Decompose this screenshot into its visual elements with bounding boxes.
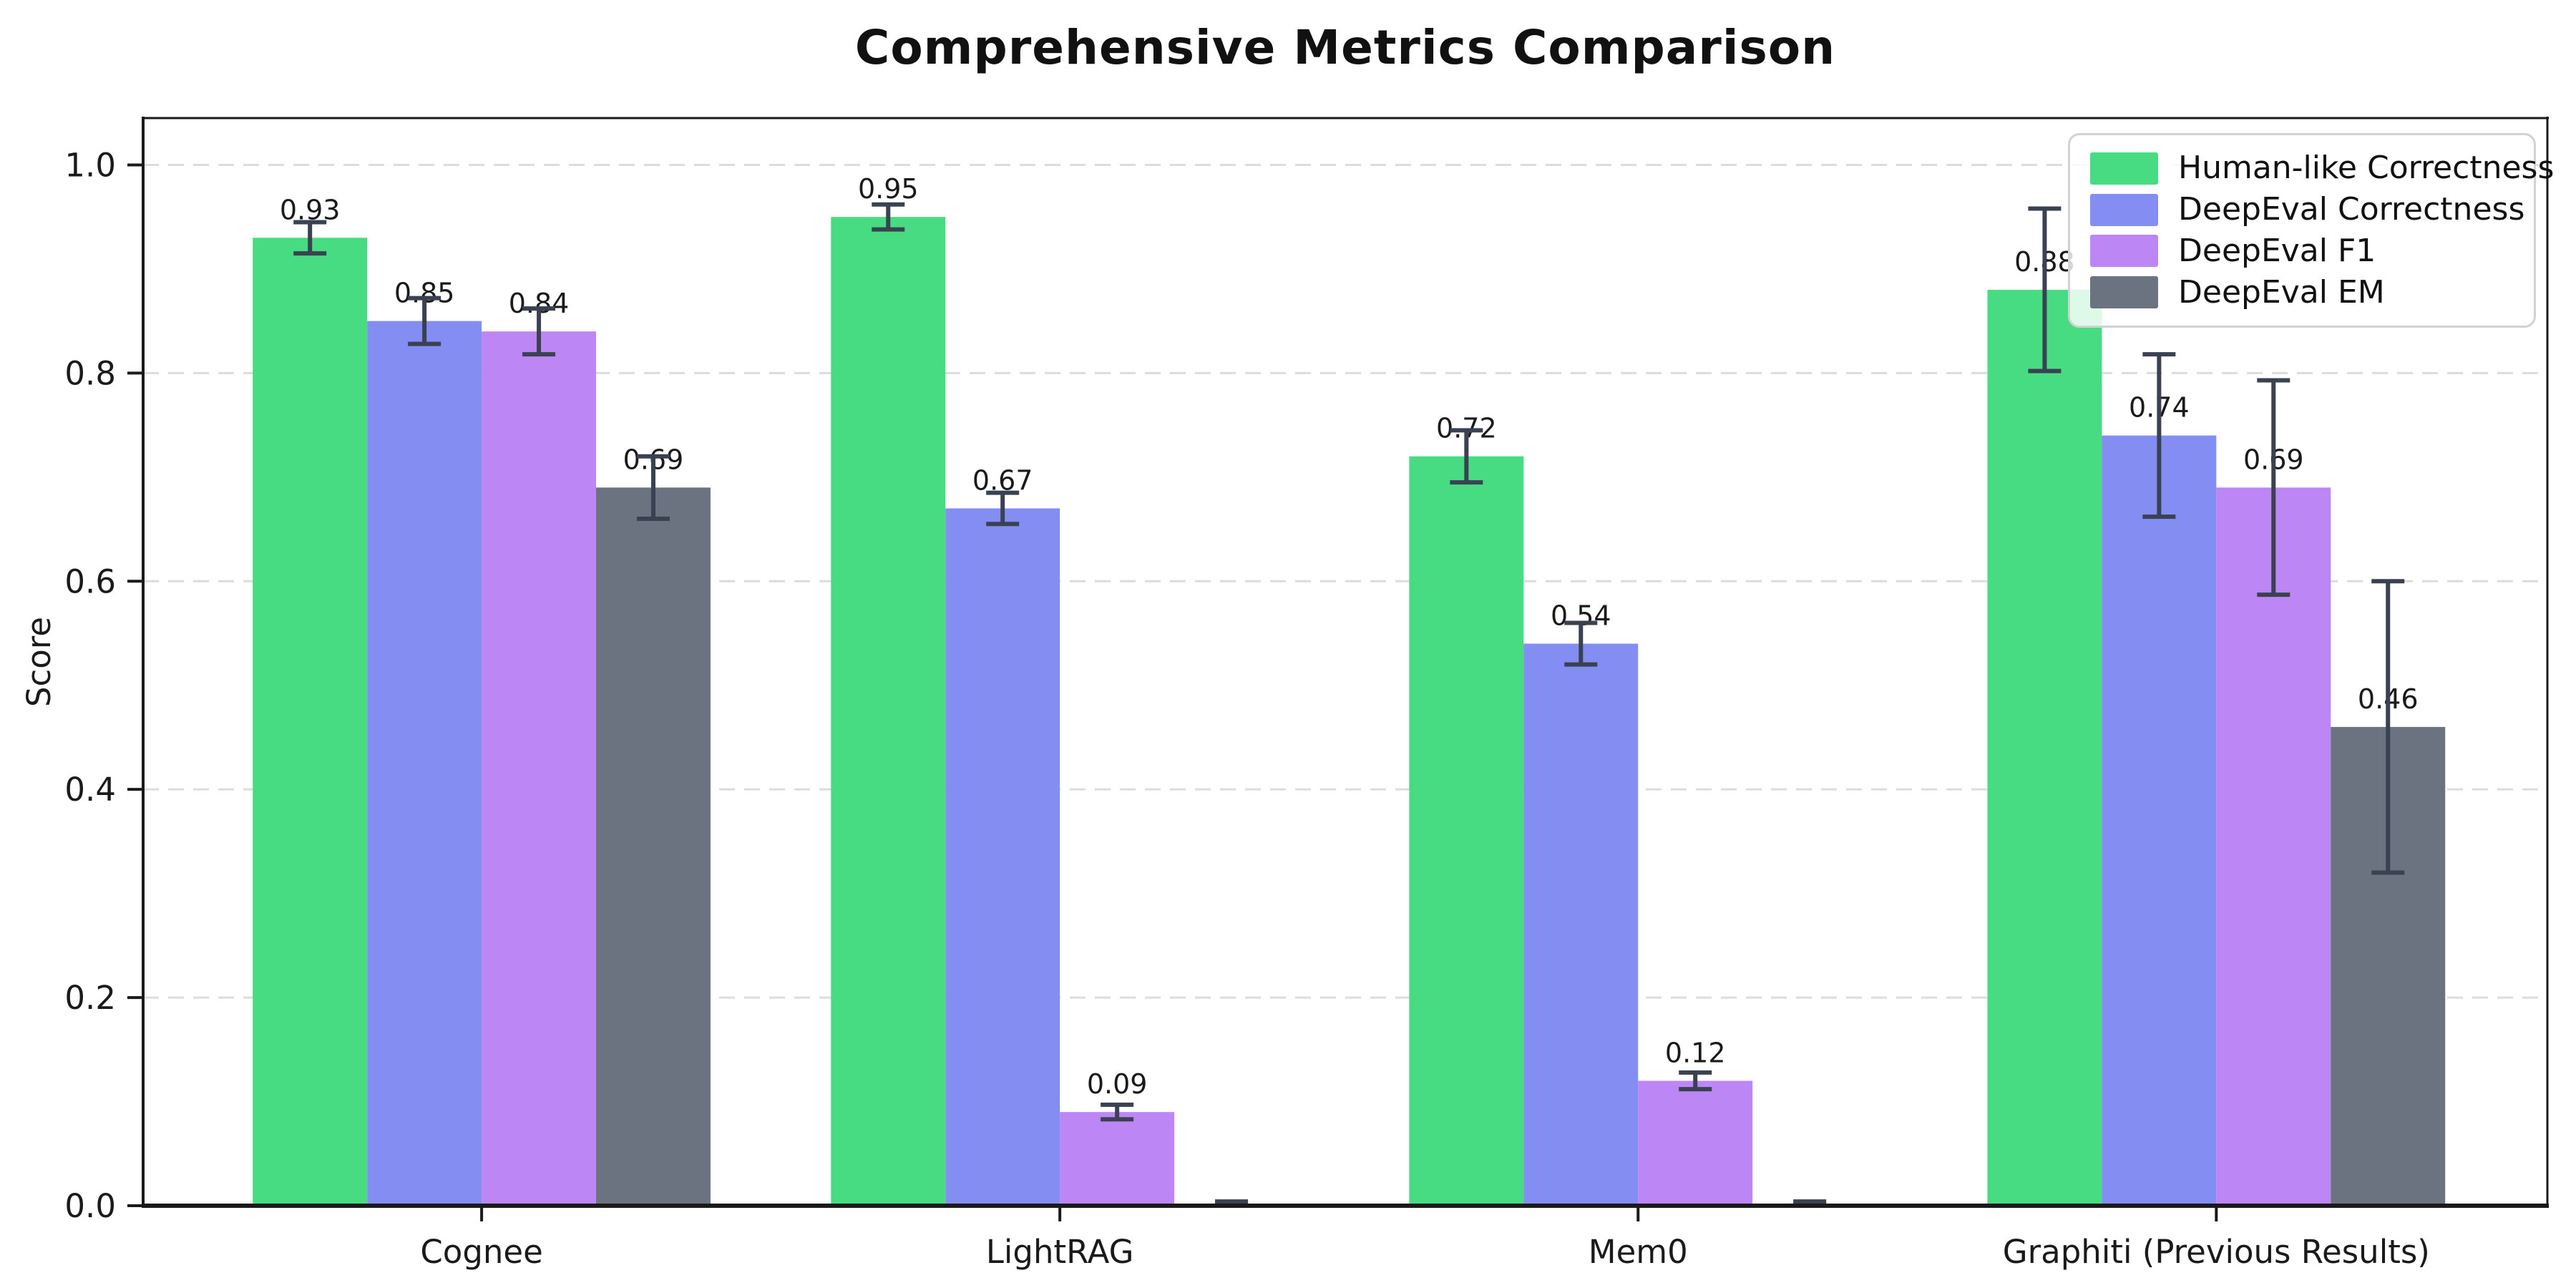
x-tick-label: LightRAG	[986, 1233, 1134, 1271]
legend-row: Human-like Correctness	[2090, 150, 2554, 185]
bar-value-label: 0.12	[1665, 1037, 1726, 1068]
bar-value-label: 0.09	[1087, 1068, 1148, 1100]
bar-deepeval-em-cognee	[596, 487, 711, 1206]
bar-human-like-correctness-lightrag	[831, 217, 946, 1206]
legend: Human-like Correctness DeepEval Correctne…	[2068, 133, 2554, 328]
x-tick-label: Mem0	[1589, 1233, 1688, 1271]
legend-row: DeepEval Correctness	[2090, 192, 2524, 227]
legend-swatch-deepeval-em	[2090, 276, 2158, 309]
y-axis-label: Score	[20, 617, 58, 707]
y-tick-label: 0.8	[64, 354, 116, 392]
y-tick-label: 0.0	[64, 1187, 116, 1225]
y-tick-label: 0.2	[64, 979, 116, 1017]
x-tick-label: Graphiti (Previous Results)	[2003, 1233, 2430, 1271]
legend-swatch-deepeval-correctness	[2090, 193, 2158, 226]
legend-row: DeepEval EM	[2090, 275, 2514, 310]
bar-deepeval-f1-lightrag	[1060, 1112, 1175, 1206]
bar-deepeval-correctness-mem0	[1523, 643, 1639, 1206]
y-tick-label: 0.6	[64, 562, 116, 600]
bar-deepeval-correctness-graphiti-previous-results-	[2102, 435, 2217, 1206]
chart-title: Comprehensive Metrics Comparison	[854, 20, 1836, 75]
y-tick-label: 0.4	[64, 771, 116, 809]
legend-swatch-deepeval-f1	[2090, 235, 2158, 268]
legend-label: DeepEval F1	[2178, 232, 2376, 269]
bar-human-like-correctness-mem0	[1409, 456, 1524, 1206]
legend-label: DeepEval Correctness	[2178, 190, 2525, 228]
legend-swatch-human-like-correctness	[2090, 152, 2158, 185]
x-tick-label: Cognee	[420, 1233, 542, 1271]
bar-deepeval-f1-graphiti-previous-results-	[2216, 487, 2331, 1206]
legend-row: DeepEval F1	[2090, 232, 2514, 269]
bar-human-like-correctness-cognee	[253, 238, 368, 1206]
bar-deepeval-f1-mem0	[1638, 1080, 1753, 1206]
bar-deepeval-correctness-cognee	[367, 321, 482, 1206]
bar-deepeval-correctness-lightrag	[945, 508, 1060, 1206]
legend-label: DeepEval EM	[2178, 273, 2385, 311]
bar-value-label: 0.95	[858, 173, 919, 205]
bar-human-like-correctness-graphiti-previous-results-	[1987, 290, 2102, 1206]
y-tick-label: 1.0	[64, 146, 116, 184]
legend-label: Human-like Correctness	[2178, 150, 2555, 186]
bar-deepeval-f1-cognee	[482, 331, 597, 1206]
